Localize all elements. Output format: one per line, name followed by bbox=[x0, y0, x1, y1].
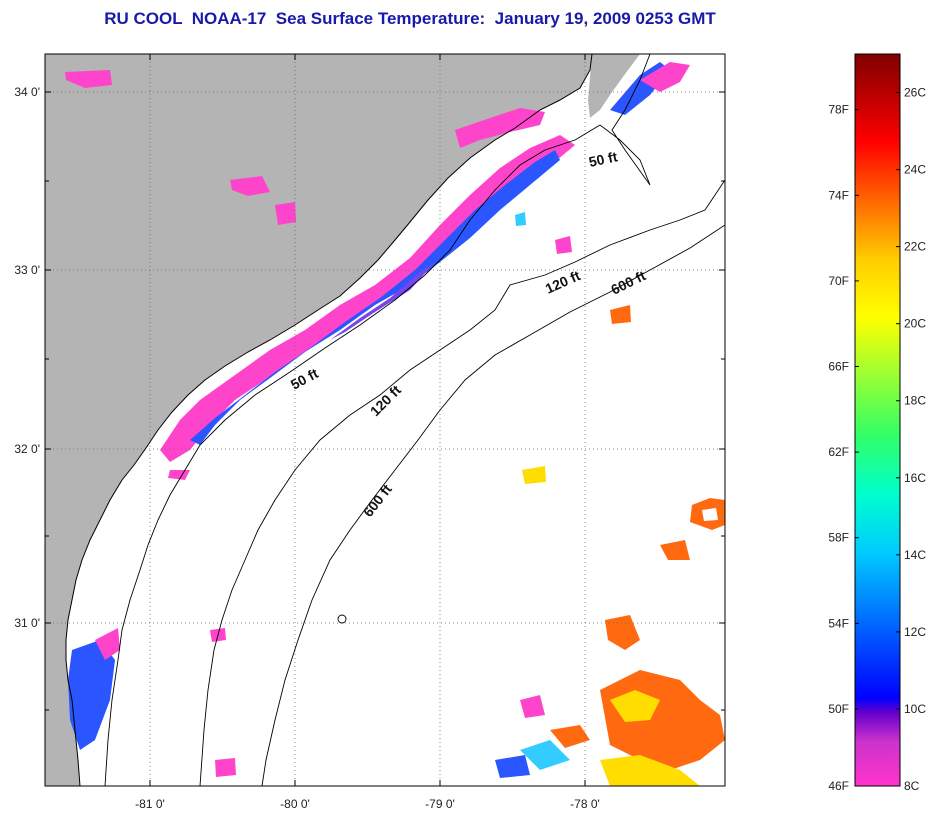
colorbar-label-f: 46F bbox=[828, 779, 849, 793]
isobath-120ft bbox=[199, 179, 725, 786]
colorbar-label-c: 10C bbox=[904, 702, 926, 716]
coastline bbox=[65, 54, 593, 786]
colorbar-label-f: 66F bbox=[828, 359, 849, 373]
colorbar-label-c: 26C bbox=[904, 86, 926, 100]
lon-label-81: -81 0' bbox=[135, 797, 165, 811]
lon-label-79: -79 0' bbox=[425, 797, 455, 811]
colorbar-label-c: 24C bbox=[904, 163, 926, 177]
temperature-colorbar bbox=[854, 53, 901, 787]
seamount-contour bbox=[337, 614, 347, 624]
colorbar-label-c: 18C bbox=[904, 394, 926, 408]
colorbar-label-c: 14C bbox=[904, 548, 926, 562]
lat-label-31: 31 0' bbox=[14, 616, 40, 630]
colorbar-label-c: 22C bbox=[904, 240, 926, 254]
colorbar-label-f: 50F bbox=[828, 702, 849, 716]
axis-ticks bbox=[45, 54, 725, 786]
lon-label-80: -80 0' bbox=[280, 797, 310, 811]
lat-label-32: 32 0' bbox=[14, 442, 40, 456]
colorbar-label-f: 78F bbox=[828, 103, 849, 117]
colorbar-label-f: 54F bbox=[828, 616, 849, 630]
colorbar-label-c: 16C bbox=[904, 471, 926, 485]
colorbar-label-c: 20C bbox=[904, 317, 926, 331]
land-mass bbox=[45, 54, 592, 786]
contour-label-50ft-north: 50 ft bbox=[587, 148, 619, 170]
colorbar-fahrenheit-labels: 78F 74F 70F 66F 62F 58F 54F 50F 46F bbox=[828, 103, 849, 793]
map-grid bbox=[45, 54, 725, 786]
colorbar-label-c: 12C bbox=[904, 625, 926, 639]
isobath-50ft bbox=[104, 54, 651, 786]
land-cape bbox=[588, 54, 640, 118]
map-frame bbox=[44, 53, 726, 787]
isobath-600ft bbox=[261, 224, 725, 786]
colorbar-label-f: 74F bbox=[828, 188, 849, 202]
colorbar-ticks bbox=[855, 92, 900, 787]
colorbar-label-f: 70F bbox=[828, 274, 849, 288]
lat-label-34: 34 0' bbox=[14, 85, 40, 99]
colorbar-label-f: 58F bbox=[828, 531, 849, 545]
colorbar-label-f: 62F bbox=[828, 445, 849, 459]
colorbar-label-c: 8C bbox=[904, 779, 920, 793]
lat-label-33: 33 0' bbox=[14, 263, 40, 277]
map-title: RU COOL NOAA-17 Sea Surface Temperature:… bbox=[104, 9, 716, 28]
colorbar-celsius-labels: 26C 24C 22C 20C 18C 16C 14C 12C 10C 8C bbox=[904, 86, 926, 793]
lon-label-78: -78 0' bbox=[570, 797, 600, 811]
